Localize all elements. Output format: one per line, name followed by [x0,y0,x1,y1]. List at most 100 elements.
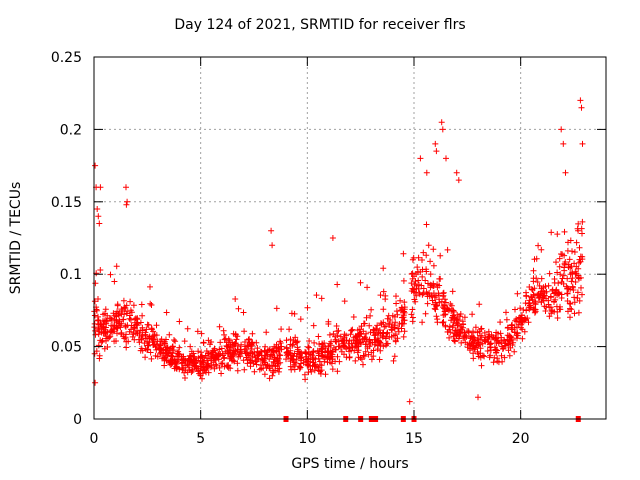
data-point [335,343,342,350]
data-point [447,301,454,307]
data-point [427,271,434,278]
data-point [423,252,430,259]
data-point [530,300,537,307]
axis-ticks [93,56,606,420]
data-point [143,326,150,333]
data-point [219,360,226,367]
data-point [519,335,526,342]
data-point [120,333,127,340]
data-point [444,246,451,253]
data-point [136,339,143,346]
data-point [477,336,484,343]
data-point [316,348,323,355]
data-point [569,283,576,290]
data-point [538,275,545,282]
data-point [388,333,395,340]
x-tick-label: 20 [512,431,530,447]
data-point [400,309,407,316]
data-point [534,279,541,285]
data-point [318,295,325,302]
data-point [367,340,374,346]
data-point [176,344,183,351]
data-point [391,325,398,332]
outlier-point [406,398,413,405]
data-point [446,334,453,341]
data-point [161,338,168,345]
data-point [165,350,172,357]
data-point [432,299,439,306]
data-point [111,316,118,323]
data-point [310,359,317,366]
data-point [457,330,464,337]
data-point [91,350,98,357]
data-point [393,308,400,315]
data-point [476,341,483,348]
data-point [567,264,574,271]
data-point [388,326,395,333]
data-point [477,326,484,333]
data-point [205,350,212,357]
data-point [447,329,454,336]
data-point [454,311,461,318]
data-point [328,360,335,367]
data-point [121,304,128,311]
data-point [558,251,564,257]
data-point [325,321,332,327]
data-point [401,299,408,306]
data-point [570,287,577,293]
data-point [111,278,118,285]
data-point [204,357,211,364]
data-point [158,336,165,343]
data-point [194,328,201,335]
data-point [122,305,129,311]
data-point [327,348,334,355]
data-point [378,320,384,327]
data-point [186,352,193,359]
data-point [521,315,528,322]
outlier-point [475,394,481,401]
data-point [142,331,149,338]
data-point [556,255,563,262]
data-point [253,339,260,346]
data-point [128,309,135,316]
data-point [498,334,505,341]
data-point [296,363,303,370]
data-point [147,349,154,356]
data-point [319,341,326,348]
data-point [95,331,102,338]
data-point [482,338,489,345]
data-point [247,349,254,356]
data-point [520,306,527,313]
data-point [237,346,244,353]
data-point [464,341,471,348]
x-tick-label: 5 [196,431,205,447]
data-point [517,305,524,312]
data-points [91,97,586,422]
data-point [382,292,389,299]
data-point [504,336,511,343]
data-point [568,306,575,313]
data-point [530,267,537,274]
data-point [283,356,289,363]
data-point [92,280,99,287]
data-point [512,306,518,313]
data-point [470,350,477,357]
data-point [514,324,520,331]
data-point [440,319,447,325]
data-point [527,304,534,311]
data-point [346,354,353,361]
data-point [270,358,277,365]
data-point [395,328,402,335]
data-point [334,368,341,375]
data-point [376,356,383,363]
data-point [269,347,276,354]
data-point [222,348,229,355]
data-point [486,354,493,361]
data-point [241,366,248,373]
data-point [232,340,239,346]
data-point [535,242,542,249]
data-point [380,343,387,350]
data-point [413,292,420,299]
data-point [415,285,422,292]
data-point [548,310,555,317]
